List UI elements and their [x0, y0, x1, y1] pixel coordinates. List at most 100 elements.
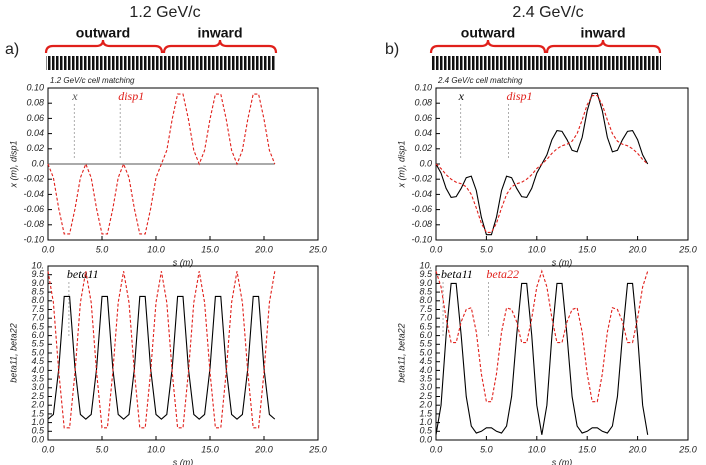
y-tick-label: 0.08	[414, 98, 432, 108]
x-tick-label: 15.0	[201, 444, 219, 454]
y-tick-label: 5.5	[31, 339, 45, 349]
panel-title: 1.2 GeV/c	[129, 4, 200, 21]
y-axis-label: beta11, beta22	[8, 323, 18, 382]
y-axis-label: beta11, beta22	[396, 323, 406, 382]
x-tick-label: 10.0	[528, 444, 546, 454]
lattice	[431, 56, 661, 70]
x-tick-label: 0.0	[430, 244, 443, 254]
y-tick-label: -0.02	[23, 174, 44, 184]
y-tick-label: 0.0	[419, 434, 432, 444]
x-tick-label: 5.0	[96, 444, 109, 454]
y-tick-label: 6.5	[419, 321, 433, 331]
y-tick-label: 2.0	[30, 400, 44, 410]
y-tick-label: -0.08	[23, 219, 44, 229]
y-tick-label: 8.0	[31, 295, 44, 305]
x-tick-label: 20.0	[628, 244, 647, 254]
y-tick-label: 4.0	[419, 365, 432, 375]
y-tick-label: -0.06	[411, 204, 432, 214]
x-tick-label: 25.0	[308, 244, 327, 254]
y-tick-label: 0.02	[26, 143, 44, 153]
x-tick-label: 5.0	[96, 244, 109, 254]
y-tick-label: 7.0	[419, 313, 432, 323]
y-tick-label: 0.0	[31, 434, 44, 444]
y-tick-label: 7.5	[31, 304, 45, 314]
y-tick-label: 7.5	[419, 304, 433, 314]
y-tick-label: 0.06	[414, 113, 432, 123]
legend-label: disp1	[507, 89, 533, 103]
x-tick-label: 20.0	[254, 244, 273, 254]
brace	[162, 39, 278, 54]
x-tick-label: 25.0	[308, 444, 327, 454]
plot-title: 1.2 GeV/c cell matching	[50, 76, 135, 85]
y-tick-label: -0.02	[411, 174, 432, 184]
y-tick-label: 0.0	[31, 158, 44, 168]
y-tick-label: -0.04	[411, 189, 432, 199]
y-tick-label: -0.10	[23, 234, 44, 244]
plot-title: 2.4 GeV/c cell matching	[437, 76, 523, 85]
y-tick-label: 3.5	[31, 373, 45, 383]
x-tick-label: 15.0	[201, 244, 219, 254]
y-tick-label: 0.02	[414, 143, 432, 153]
y-tick-label: 4.5	[31, 356, 45, 366]
legend-label: beta22	[486, 267, 519, 281]
x-tick-label: 15.0	[578, 444, 596, 454]
y-tick-label: 5.0	[31, 347, 44, 357]
y-tick-label: 0.04	[414, 128, 432, 138]
brace	[44, 39, 164, 54]
legend-label: x	[71, 89, 78, 103]
y-tick-label: 3.5	[419, 373, 433, 383]
y-tick-label: 1.0	[31, 417, 44, 427]
y-tick-label: 0.06	[26, 113, 44, 123]
x-axis-label: s (m)	[173, 457, 194, 465]
y-tick-label: 0.0	[419, 158, 432, 168]
x-tick-label: 20.0	[254, 444, 273, 454]
y-tick-label: 8.5	[31, 286, 45, 296]
y-tick-label: 8.5	[419, 286, 433, 296]
series-line	[435, 282, 649, 435]
x-tick-label: 0.0	[42, 444, 55, 454]
region-label: outward	[76, 25, 130, 41]
x-tick-label: 25.0	[678, 444, 697, 454]
region-label: inward	[580, 25, 625, 41]
x-axis-label: s (m)	[173, 257, 194, 267]
y-tick-label: 1.0	[419, 417, 432, 427]
y-tick-label: 0.10	[26, 82, 44, 92]
y-tick-label: 3.0	[31, 382, 44, 392]
y-tick-label: 6.0	[31, 330, 44, 340]
y-tick-label: 0.10	[414, 82, 432, 92]
series-line	[47, 93, 276, 235]
series-line	[435, 269, 649, 403]
y-axis-label: x (m), disp1	[8, 140, 18, 188]
y-tick-label: 9.5	[31, 269, 45, 279]
y-tick-label: -0.04	[23, 189, 44, 199]
y-axis-label: x (m), disp1	[396, 140, 406, 188]
y-tick-label: 2.5	[30, 391, 45, 401]
x-tick-label: 15.0	[578, 244, 596, 254]
brace	[429, 39, 547, 54]
legend-label: x	[458, 89, 465, 103]
y-tick-label: 5.5	[419, 339, 433, 349]
y-tick-label: 6.5	[31, 321, 45, 331]
x-axis-label: s (m)	[552, 457, 573, 465]
x-tick-label: 20.0	[628, 444, 647, 454]
y-tick-label: 3.0	[419, 382, 432, 392]
series-line	[47, 271, 276, 429]
y-tick-label: 6.0	[419, 330, 432, 340]
x-tick-label: 25.0	[678, 244, 697, 254]
series-line	[435, 95, 649, 233]
y-tick-label: 5.0	[419, 347, 432, 357]
region-label: inward	[197, 25, 242, 41]
x-tick-label: 10.0	[528, 244, 546, 254]
y-tick-label: -0.06	[23, 204, 44, 214]
y-tick-label: 10.	[31, 260, 44, 270]
y-tick-label: -0.08	[411, 219, 432, 229]
y-tick-label: 9.0	[419, 278, 432, 288]
y-tick-label: -0.10	[411, 234, 432, 244]
panel-title: 2.4 GeV/c	[512, 4, 583, 21]
y-tick-label: 7.0	[31, 313, 44, 323]
panel-label: b)	[385, 41, 399, 58]
y-tick-label: 4.5	[419, 356, 433, 366]
x-tick-label: 0.0	[42, 244, 55, 254]
